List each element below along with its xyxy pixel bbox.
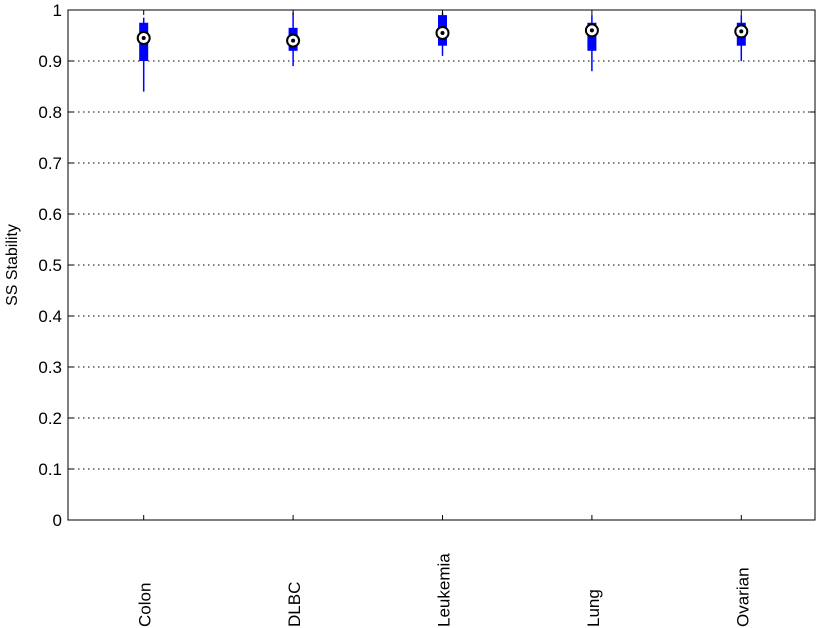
y-tick-label: 0.7 [38,154,62,173]
box-colon [136,17,151,92]
x-tick-label: Ovarian [733,567,752,627]
y-tick-label: 0.5 [38,256,62,275]
box-median-dot [739,29,744,34]
box-ovarian [734,15,749,61]
x-tick-label: Lung [584,589,603,627]
box-leukemia [435,12,450,56]
y-tick-label: 1 [53,1,62,20]
box-median-dot [589,28,594,33]
y-tick-label: 0.6 [38,205,62,224]
y-tick-label: 0.4 [38,307,62,326]
y-axis-title: SS Stability [4,224,21,306]
y-tick-label: 0.9 [38,52,62,71]
x-tick-label: DLBC [285,582,304,627]
y-tick-label: 0 [53,511,62,530]
box-dlbc [286,12,301,67]
y-tick-label: 0.8 [38,103,62,122]
y-tick-label: 0.2 [38,409,62,428]
x-tick-label: Colon [136,583,155,627]
y-tick-label: 0.3 [38,358,62,377]
plot-area-frame [67,9,816,521]
box-median-dot [141,36,146,41]
y-tick-label: 0.1 [38,460,62,479]
box-group [136,12,749,92]
y-ticks: 0 0.1 0.2 0.3 0.4 0.5 0.6 0.7 0.8 0.9 1 [38,1,815,530]
box-median-dot [291,38,296,43]
x-tick-labels: Colon DLBC Leukemia Lung Ovarian [136,10,752,627]
box-median-dot [440,30,445,35]
x-tick-label: Leukemia [435,553,454,627]
box-lung [584,15,599,72]
